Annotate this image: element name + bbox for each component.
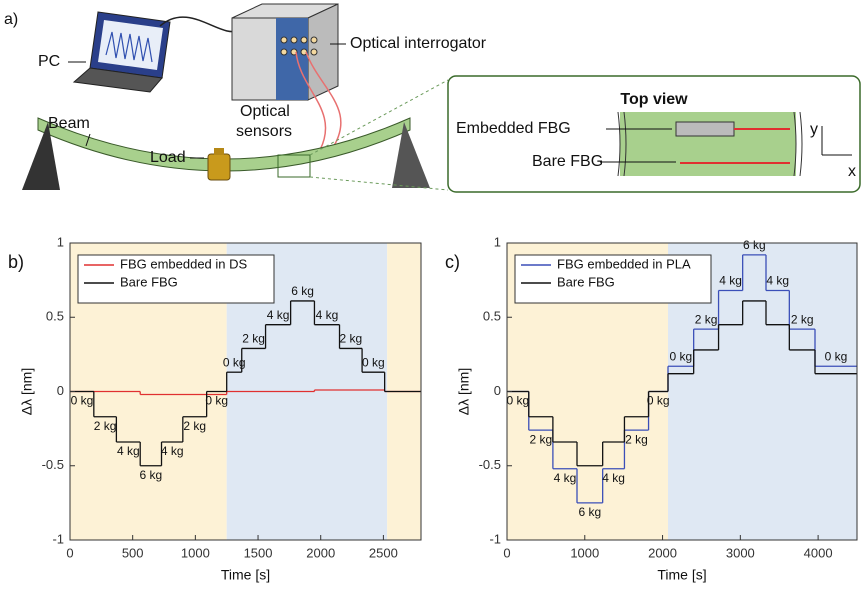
load-label: Load bbox=[150, 149, 186, 166]
y-tick-label: 1 bbox=[57, 234, 64, 249]
load-knob bbox=[214, 148, 224, 155]
laptop-display bbox=[98, 20, 163, 70]
step-label: 0 kg bbox=[71, 394, 94, 408]
y-tick-label: -0.5 bbox=[42, 457, 64, 472]
step-label: 0 kg bbox=[647, 394, 670, 408]
y-tick-label: 0.5 bbox=[46, 309, 64, 324]
x-tick-label: 1000 bbox=[570, 545, 599, 560]
x-tick-label: 2500 bbox=[369, 545, 398, 560]
step-label: 2 kg bbox=[94, 419, 117, 433]
bare-label: Bare FBG bbox=[532, 153, 603, 170]
interrogator-label: Optical interrogator bbox=[350, 35, 487, 52]
x-tick-label: 3000 bbox=[726, 545, 755, 560]
step-label: 4 kg bbox=[316, 308, 339, 322]
load bbox=[208, 154, 230, 180]
panel-label: c) bbox=[445, 252, 460, 272]
x-tick-label: 0 bbox=[503, 545, 510, 560]
step-label: 2 kg bbox=[339, 332, 362, 346]
step-label: 0 kg bbox=[205, 394, 228, 408]
x-tick-label: 0 bbox=[66, 545, 73, 560]
y-tick-label: -0.5 bbox=[479, 457, 501, 472]
x-tick-label: 4000 bbox=[804, 545, 833, 560]
sensors-label: Optical bbox=[240, 103, 290, 120]
step-label: 0 kg bbox=[825, 349, 848, 363]
step-label: 2 kg bbox=[183, 419, 206, 433]
y-tick-label: 0 bbox=[57, 383, 64, 398]
step-label: 6 kg bbox=[743, 238, 766, 252]
x-axis-label: Time [s] bbox=[657, 567, 706, 583]
top-view-title: Top view bbox=[620, 91, 688, 108]
schematic: a) PC Optical interrogator Optical senso… bbox=[4, 4, 860, 192]
y-tick-label: -1 bbox=[52, 531, 64, 546]
embedded-fbg bbox=[676, 122, 734, 136]
x-axis-label: Time [s] bbox=[221, 567, 270, 583]
sensors-label: sensors bbox=[236, 123, 292, 140]
step-label: 4 kg bbox=[267, 308, 290, 322]
legend-label: Bare FBG bbox=[557, 274, 615, 289]
legend-label: FBG embedded in DS bbox=[120, 256, 248, 271]
y-axis-label: Δλ [nm] bbox=[19, 368, 35, 415]
legend: FBG embedded in DS Bare FBG bbox=[78, 255, 274, 303]
y-axis-label: Δλ [nm] bbox=[456, 368, 472, 415]
step-label: 2 kg bbox=[242, 332, 265, 346]
step-label: 4 kg bbox=[161, 444, 184, 458]
beam-label: Beam bbox=[48, 115, 90, 132]
y-tick-label: 0.5 bbox=[483, 309, 501, 324]
step-label: 6 kg bbox=[578, 505, 601, 519]
legend-label: FBG embedded in PLA bbox=[557, 256, 691, 271]
step-label: 0 kg bbox=[669, 349, 692, 363]
x-tick-label: 1000 bbox=[181, 545, 210, 560]
panel-label: a) bbox=[4, 11, 18, 28]
zoom-line bbox=[310, 80, 448, 155]
x-tick-label: 1500 bbox=[244, 545, 273, 560]
legend: FBG embedded in PLA Bare FBG bbox=[515, 255, 711, 303]
y-tick-label: -1 bbox=[489, 531, 501, 546]
legend-label: Bare FBG bbox=[120, 274, 178, 289]
figure: a) PC Optical interrogator Optical senso… bbox=[0, 0, 866, 591]
step-label: 4 kg bbox=[602, 471, 625, 485]
step-label: 6 kg bbox=[140, 468, 163, 482]
step-label: 4 kg bbox=[117, 444, 140, 458]
step-label: 2 kg bbox=[529, 432, 552, 446]
step-label: 4 kg bbox=[766, 274, 789, 288]
x-tick-label: 2000 bbox=[306, 545, 335, 560]
step-label: 2 kg bbox=[625, 432, 648, 446]
step-label: 4 kg bbox=[719, 274, 742, 288]
y-tick-label: 0 bbox=[494, 383, 501, 398]
cable bbox=[160, 17, 240, 32]
x-tick-label: 2000 bbox=[648, 545, 677, 560]
axis-x-label: x bbox=[848, 163, 856, 180]
step-label: 6 kg bbox=[291, 284, 314, 298]
pc-label: PC bbox=[38, 53, 60, 70]
y-tick-label: 1 bbox=[494, 234, 501, 249]
step-label: 0 kg bbox=[362, 355, 385, 369]
step-label: 4 kg bbox=[554, 471, 577, 485]
panel-label: b) bbox=[8, 252, 24, 272]
axis-y-label: y bbox=[810, 121, 818, 138]
embedded-label: Embedded FBG bbox=[456, 120, 571, 137]
step-label: 0 kg bbox=[507, 394, 530, 408]
step-label: 2 kg bbox=[791, 312, 814, 326]
x-tick-label: 500 bbox=[122, 545, 144, 560]
step-label: 2 kg bbox=[695, 312, 718, 326]
box-panel bbox=[276, 18, 308, 100]
